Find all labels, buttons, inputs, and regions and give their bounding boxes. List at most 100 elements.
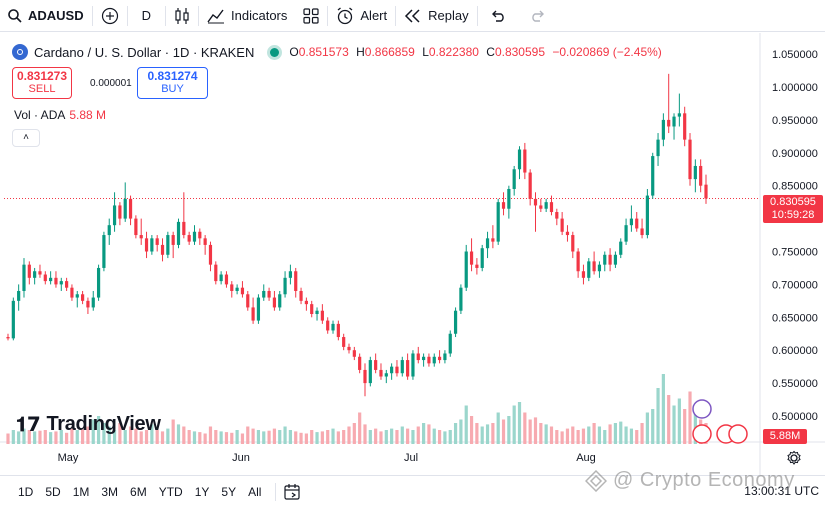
volume-bar xyxy=(320,431,324,444)
compare-button[interactable] xyxy=(93,0,127,32)
x-tick-label: Aug xyxy=(576,452,596,464)
volume-bar xyxy=(144,430,149,444)
volume-bar xyxy=(331,428,335,444)
candle-body xyxy=(480,248,484,268)
candle-body xyxy=(219,274,223,282)
candle-body xyxy=(230,284,234,291)
volume-bar xyxy=(544,424,548,444)
buy-price: 0.831274 xyxy=(147,69,198,83)
volume-bar xyxy=(315,432,319,444)
candle-body xyxy=(107,225,111,236)
volume-bar xyxy=(581,428,586,444)
volume-bar xyxy=(358,412,362,444)
volume-bar xyxy=(464,405,468,444)
volume-bar xyxy=(624,426,628,444)
volume-bar xyxy=(469,416,474,444)
range-button-1m[interactable]: 1M xyxy=(72,484,90,499)
y-tick-label: 0.500000 xyxy=(772,411,818,423)
indicators-button[interactable]: Indicators xyxy=(199,0,295,32)
candle-body xyxy=(683,113,687,140)
price-chart[interactable]: 1.050000 1.000000 0.950000 0.900000 0.850000… xyxy=(0,33,825,475)
change-value: −0.020869 (−2.45%) xyxy=(552,45,662,59)
range-button-1y[interactable]: 1Y xyxy=(194,484,210,499)
grid-layout-icon xyxy=(303,7,319,24)
interval-button[interactable]: D xyxy=(128,0,165,32)
volume-bar xyxy=(640,423,644,444)
candle-body xyxy=(491,238,495,242)
volume-bar xyxy=(571,426,575,444)
candle-body xyxy=(677,113,681,117)
volume-bar xyxy=(251,428,255,444)
layouts-button[interactable] xyxy=(295,0,327,32)
candle-body xyxy=(603,254,607,265)
candle-body xyxy=(134,218,138,236)
volume-bar xyxy=(192,431,197,444)
volume-bar xyxy=(283,426,287,444)
volume-bar xyxy=(443,431,447,444)
volume-bar xyxy=(235,430,239,444)
candle-body xyxy=(283,277,287,295)
candle-body xyxy=(310,304,314,315)
redo-button[interactable] xyxy=(518,0,558,32)
range-button-5y[interactable]: 5Y xyxy=(221,484,237,499)
utc-clock[interactable]: 13:00:31 UTC xyxy=(744,484,819,498)
candle-body xyxy=(304,300,308,305)
sell-price: 0.831273 xyxy=(16,69,68,83)
volume-bar xyxy=(400,426,404,444)
candle-body xyxy=(128,198,133,219)
chart-type-button[interactable] xyxy=(166,0,198,32)
candle-body xyxy=(272,297,277,308)
volume-bar xyxy=(517,402,522,444)
goto-date-icon[interactable] xyxy=(284,483,302,500)
sell-button[interactable]: 0.831273 SELL xyxy=(12,67,72,99)
candle-body xyxy=(581,271,586,278)
y-tick-label: 0.850000 xyxy=(772,181,818,193)
bottom-toolbar: 1D 5D 1M 3M 6M YTD 1Y 5Y All 13:00:31 UTC xyxy=(0,475,825,507)
buy-button[interactable]: 0.831274 BUY xyxy=(137,67,208,99)
candle-body xyxy=(54,277,58,285)
candle-body xyxy=(342,337,346,347)
candle-body xyxy=(651,156,655,196)
range-button-6m[interactable]: 6M xyxy=(130,484,147,499)
volume-bar xyxy=(656,388,660,444)
alert-label: Alert xyxy=(360,8,388,23)
range-button-ytd[interactable]: YTD xyxy=(158,484,183,499)
volume-bar xyxy=(38,430,42,444)
volume-bar xyxy=(549,426,554,444)
alert-button[interactable]: Alert xyxy=(328,0,395,32)
volume-bar xyxy=(203,433,207,444)
top-toolbar: ADAUSD D Indicators Alert Replay xyxy=(0,0,825,32)
settings-gear-icon[interactable] xyxy=(786,450,802,466)
volume-bar xyxy=(155,430,159,444)
volume-bar xyxy=(272,428,277,444)
candle-body xyxy=(208,244,213,265)
symbol-search[interactable]: ADAUSD xyxy=(0,0,92,32)
range-button-1d[interactable]: 1D xyxy=(18,484,34,499)
last-price-tag: 0.830595 10:59:28 xyxy=(763,195,823,223)
replay-button[interactable]: Replay xyxy=(396,0,476,32)
candle-body xyxy=(11,300,15,339)
interval-label: D xyxy=(141,8,152,23)
crypto-economy-watermark: @ Crypto Economy xyxy=(585,469,795,492)
alarm-clock-icon xyxy=(337,6,353,24)
range-button-3m[interactable]: 3M xyxy=(101,484,119,499)
candle-body xyxy=(507,188,511,209)
volume-bar xyxy=(347,426,351,444)
volume-bar xyxy=(246,426,250,444)
collapse-legend-button[interactable]: ˄ xyxy=(12,129,40,147)
candle-body xyxy=(262,290,266,298)
volume-bar xyxy=(661,374,665,444)
candle-body xyxy=(374,360,378,370)
volume-bar xyxy=(629,428,634,444)
volume-bar xyxy=(166,428,170,444)
range-button-all[interactable]: All xyxy=(248,484,262,499)
undo-button[interactable] xyxy=(478,0,518,32)
y-tick-label: 1.050000 xyxy=(772,49,818,61)
volume-bar xyxy=(96,416,101,444)
range-button-5d[interactable]: 5D xyxy=(45,484,61,499)
volume-bar xyxy=(539,423,543,444)
candle-body xyxy=(704,184,708,199)
candle-body xyxy=(422,356,426,361)
toolbar-divider xyxy=(327,5,329,26)
candle-body xyxy=(96,267,101,298)
